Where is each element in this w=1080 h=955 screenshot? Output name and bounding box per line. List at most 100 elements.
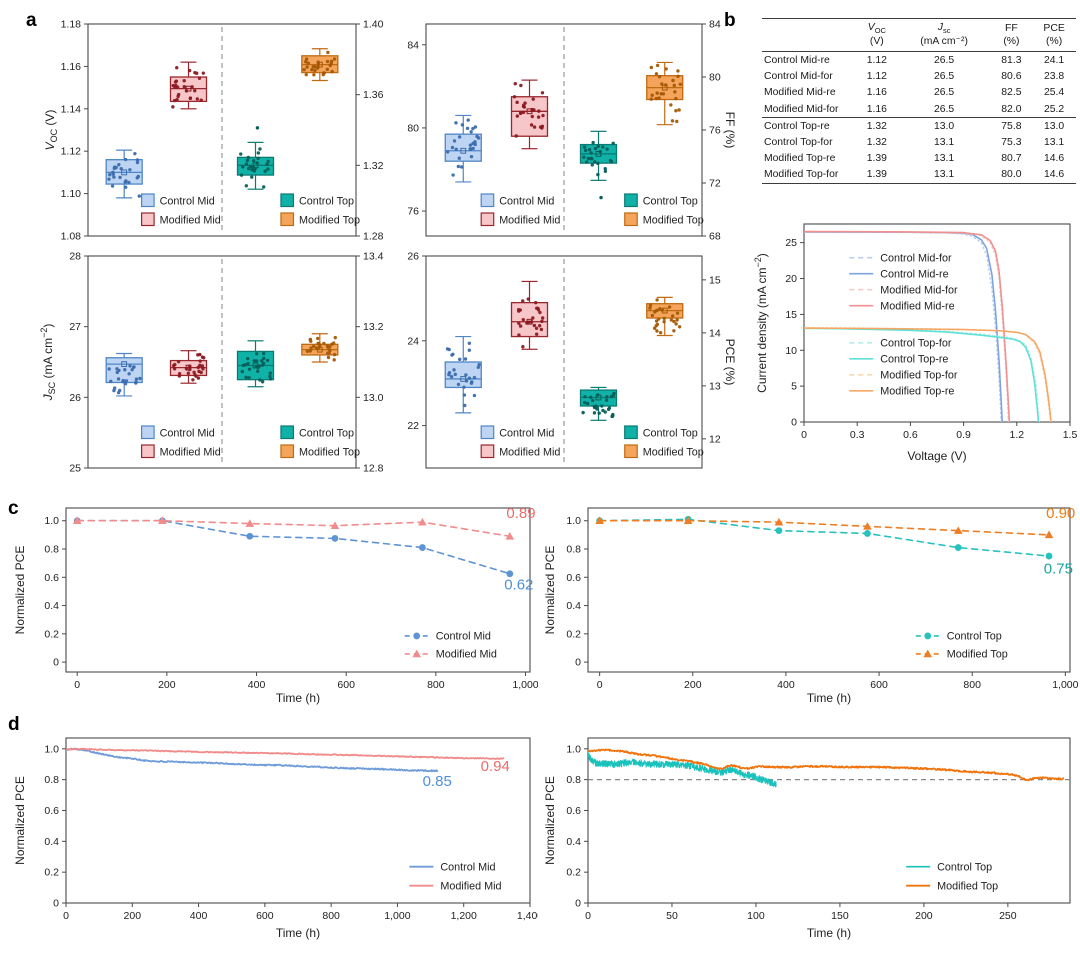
svg-text:600: 600 [870,679,888,691]
svg-text:10: 10 [785,345,797,357]
svg-text:0.89: 0.89 [506,505,535,522]
table-row: Modified Mid-for 1.16 26.5 82.0 25.2 [762,101,1076,118]
svg-text:1.0: 1.0 [44,515,59,527]
svg-text:13: 13 [709,380,721,392]
svg-text:Modified Mid: Modified Mid [160,215,221,227]
pce-boxplot: 26 24 22 15 14 13 12 PCE (%) Control Mid Modified… [392,246,740,481]
svg-text:0: 0 [74,679,80,691]
table-cell-name: Control Top-for [764,136,833,148]
svg-text:80: 80 [709,72,721,84]
svg-text:Control Top: Control Top [937,862,992,874]
svg-text:200: 200 [915,910,933,922]
table-row: Modified Top-for 1.39 13.1 80.0 14.6 [762,167,1076,184]
table-cell-name: Control Top-re [762,117,856,135]
table-cell-pce: 14.6 [1043,153,1065,165]
svg-text:0.4: 0.4 [566,836,581,848]
svg-text:1,200: 1,200 [451,910,477,922]
svg-text:0.85: 0.85 [423,773,452,790]
panel-b-label: b [724,10,736,31]
svg-text:JSC (mA cm−2): JSC (mA cm−2) [39,324,57,402]
svg-text:Control Top: Control Top [299,196,354,208]
svg-text:1.5: 1.5 [1063,429,1078,441]
svg-text:Time (h): Time (h) [276,926,320,940]
table-body: Control Mid-re 1.12 26.5 81.3 24.1 Control Mi… [762,52,1076,184]
svg-text:0: 0 [63,910,69,922]
table-header: VOC (V) Jsc (mA cm⁻²) FF (%) PCE (%) [762,18,1076,53]
svg-text:1.14: 1.14 [61,103,82,115]
table-row: Modified Mid-re 1.16 26.5 82.5 25.4 [762,85,1076,101]
svg-text:Control Top: Control Top [643,428,698,440]
svg-text:1.16: 1.16 [61,61,82,73]
svg-text:0.2: 0.2 [44,867,59,879]
table-cell-name: Modified Top-re [764,153,836,165]
table-cell-voc: 1.12 [866,71,887,83]
svg-text:0: 0 [585,910,591,922]
table-col-header: PCE (%) [1032,18,1076,53]
svg-text:25: 25 [785,237,797,249]
svg-text:76: 76 [407,206,419,218]
table-cell-ff: 80.7 [1001,153,1022,165]
table-cell-jsc: 13.1 [933,136,955,148]
svg-text:400: 400 [777,679,795,691]
table-cell-ff: 75.3 [1001,136,1022,148]
svg-text:VOC (V): VOC (V) [43,110,59,151]
table-cell-jsc: 26.5 [933,87,955,99]
svg-text:Modified Top: Modified Top [947,649,1008,661]
svg-text:Modified Top-re: Modified Top-re [880,386,954,398]
svg-text:800: 800 [427,679,445,691]
svg-text:FF (%): FF (%) [723,112,737,149]
table-cell-pce: 23.8 [1043,71,1065,83]
svg-text:Time (h): Time (h) [276,691,320,705]
svg-text:0.2: 0.2 [44,628,59,640]
svg-text:800: 800 [322,910,340,922]
svg-text:1.12: 1.12 [61,146,82,158]
table-cell-name: Modified Mid-for [764,103,839,115]
svg-text:400: 400 [248,679,266,691]
device-parameters-table-wrap: VOC (V) Jsc (mA cm⁻²) FF (%) PCE (%) Control Mi… [762,18,1076,184]
svg-text:24: 24 [407,335,419,347]
svg-text:200: 200 [158,679,176,691]
svg-text:1.18: 1.18 [61,19,82,31]
table-cell-ff: 82.0 [1001,103,1022,115]
table-row: Control Top-for 1.32 13.1 75.3 13.1 [762,134,1076,150]
svg-text:13.0: 13.0 [363,392,384,404]
svg-text:25: 25 [69,463,81,475]
table-cell-ff: 80.6 [1001,71,1022,83]
shelf-stability-mid-chart: 1.0 0.8 0.6 0.4 0.2 0 0 200 400 600 800 1,000 Normal… [10,496,539,713]
svg-text:Modified Mid: Modified Mid [160,447,221,459]
svg-text:1,000: 1,000 [384,910,410,922]
svg-text:Control Mid: Control Mid [499,428,554,440]
svg-text:Modified Mid: Modified Mid [499,447,560,459]
svg-text:800: 800 [963,679,981,691]
svg-text:Control Mid: Control Mid [440,862,495,874]
svg-text:Control Top-for: Control Top-for [880,338,952,350]
svg-text:0: 0 [597,679,603,691]
svg-text:0: 0 [791,417,797,429]
svg-text:0.6: 0.6 [566,572,581,584]
svg-text:13.4: 13.4 [363,251,384,263]
table-row: Control Top-re 1.32 13.0 75.8 13.0 [762,117,1076,135]
svg-text:84: 84 [407,39,419,51]
svg-text:Control Mid: Control Mid [499,196,554,208]
table-cell-jsc: 13.1 [933,153,955,165]
table-cell-ff: 81.3 [1001,55,1022,67]
svg-text:0.4: 0.4 [566,600,581,612]
svg-text:0: 0 [801,429,807,441]
svg-text:Control Top: Control Top [947,631,1002,643]
svg-text:Control Mid: Control Mid [436,631,491,643]
svg-text:250: 250 [999,910,1017,922]
svg-text:Modified Mid: Modified Mid [436,649,497,661]
svg-text:0.6: 0.6 [903,429,918,441]
svg-text:Control Mid: Control Mid [160,196,215,208]
svg-text:Control Top: Control Top [643,196,698,208]
table-row: Control Mid-re 1.12 26.5 81.3 24.1 [762,52,1076,69]
table-cell-voc: 1.39 [866,169,887,181]
svg-text:1.08: 1.08 [61,231,82,243]
svg-text:84: 84 [709,19,721,31]
svg-text:76: 76 [709,125,721,137]
svg-text:0: 0 [575,898,581,910]
table-cell-voc: 1.32 [856,117,898,135]
svg-text:Control Mid: Control Mid [160,428,215,440]
svg-text:0.6: 0.6 [44,805,59,817]
svg-text:0.4: 0.4 [44,836,59,848]
